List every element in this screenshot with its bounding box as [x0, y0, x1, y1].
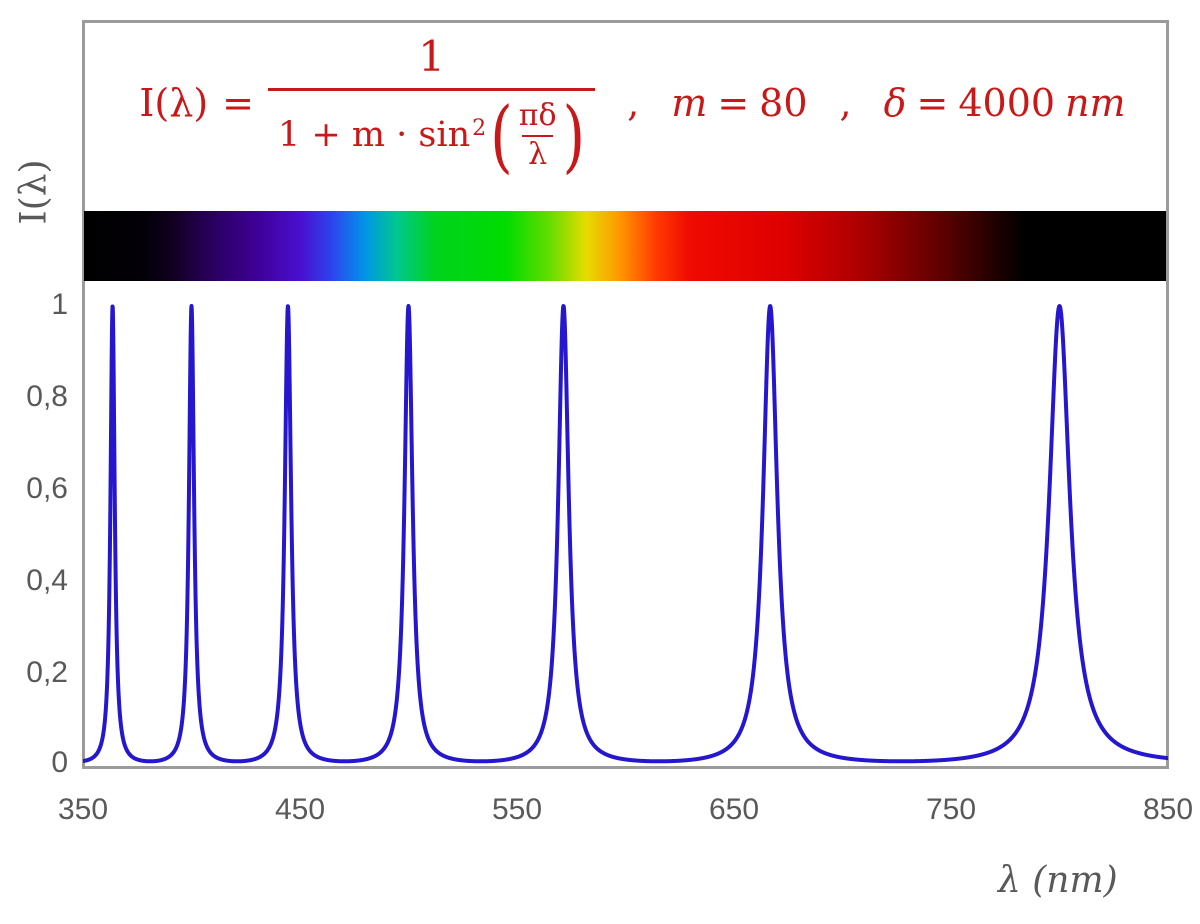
visible-spectrum-strip [84, 211, 1166, 281]
y-tick-0-4: 0,4 [26, 564, 68, 597]
inner-numerator: πδ [518, 98, 557, 133]
formula: I(λ) = 1 1 + m · sin 2 ( πδ λ ) , m = 80 , … [95, 28, 1170, 178]
denominator-text: 1 + m · sin [278, 115, 471, 155]
param-delta-value: 4000 [958, 81, 1056, 125]
separator-comma-1: , [627, 81, 640, 125]
formula-fraction: 1 1 + m · sin 2 ( πδ λ ) [268, 32, 596, 170]
y-tick-0: 0 [51, 746, 68, 779]
plot-frame [82, 20, 1169, 769]
param-m-value: 80 [759, 81, 808, 125]
formula-equals: = [222, 81, 254, 125]
param-delta-symbol: δ [883, 81, 907, 125]
fraction-numerator: 1 [418, 32, 445, 81]
inner-fraction: πδ λ [515, 101, 561, 170]
x-tick-850: 850 [1142, 793, 1194, 826]
x-tick-550: 550 [491, 793, 543, 826]
y-tick-0-2: 0,2 [26, 656, 68, 689]
x-tick-450: 450 [274, 793, 326, 826]
y-tick-1: 1 [51, 288, 68, 321]
sin-exponent: 2 [472, 115, 487, 141]
param-m: m = 80 [671, 84, 807, 122]
x-tick-750: 750 [925, 793, 977, 826]
intensity-curve [83, 304, 1168, 764]
x-axis-title: λ (nm) [998, 860, 1118, 901]
x-tick-650: 650 [708, 793, 760, 826]
inner-denominator: λ [522, 135, 554, 170]
param-m-equals: = [717, 81, 750, 125]
param-delta: δ = 4000 nm [884, 84, 1126, 122]
param-m-symbol: m [671, 81, 708, 125]
y-tick-0-8: 0,8 [26, 380, 68, 413]
param-delta-equals: = [916, 81, 949, 125]
fraction-denominator: 1 + m · sin 2 ( πδ λ ) [268, 88, 596, 170]
y-axis-title: I(λ) [13, 159, 55, 225]
formula-lhs: I(λ) [139, 81, 209, 125]
y-tick-0-6: 0,6 [26, 472, 68, 505]
separator-comma-2: , [839, 81, 852, 125]
param-delta-unit: nm [1065, 81, 1126, 125]
x-tick-350: 350 [57, 793, 109, 826]
intensity-curve-svg [83, 304, 1168, 764]
